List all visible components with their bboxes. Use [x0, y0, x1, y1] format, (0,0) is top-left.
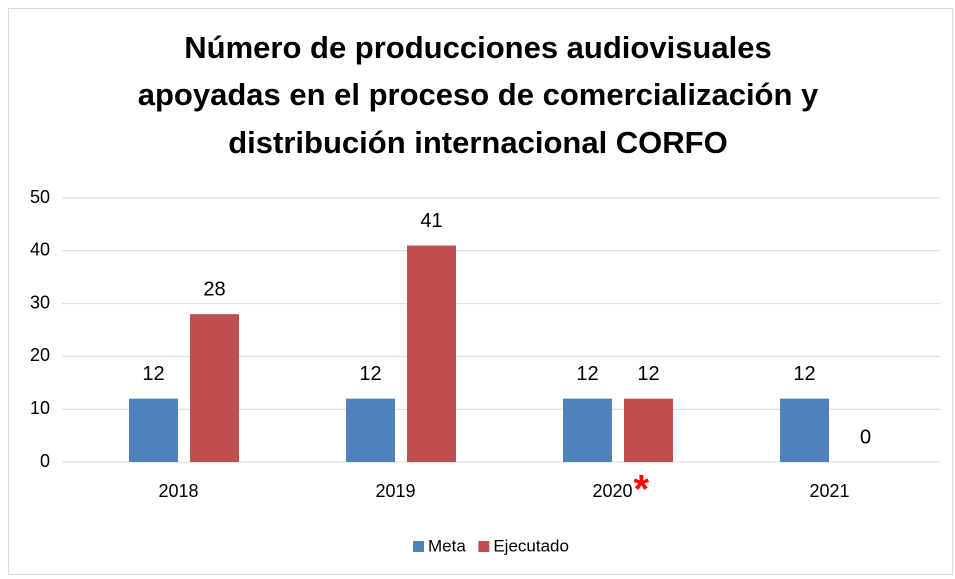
bar — [346, 398, 395, 462]
legend-swatch — [478, 541, 490, 552]
y-tick-label: 0 — [40, 451, 50, 471]
bar — [624, 398, 673, 462]
bar — [780, 398, 829, 462]
legend-label: Meta — [428, 536, 466, 555]
x-tick-label: 2021 — [809, 481, 849, 501]
chart-border — [8, 8, 953, 575]
x-tick-label: 2020 — [592, 481, 632, 501]
value-label: 12 — [576, 363, 598, 385]
y-tick-label: 50 — [30, 187, 50, 207]
y-tick-label: 30 — [30, 292, 50, 312]
legend-label: Ejecutado — [493, 536, 569, 555]
y-tick-label: 40 — [30, 240, 50, 260]
value-label: 0 — [860, 426, 871, 448]
annotation: * — [634, 468, 650, 512]
value-label: 12 — [142, 363, 164, 385]
y-tick-label: 20 — [30, 345, 50, 365]
legend-swatch — [413, 541, 424, 552]
bar — [407, 245, 456, 462]
bar — [129, 398, 178, 462]
x-tick-label: 2019 — [375, 481, 415, 501]
chart-title: distribución internacional CORFO — [228, 125, 727, 160]
chart-title: Número de producciones audiovisuales — [184, 30, 771, 65]
value-label: 12 — [359, 363, 381, 385]
y-tick-label: 10 — [30, 398, 50, 418]
value-label: 12 — [637, 363, 659, 385]
bar — [190, 314, 239, 462]
value-label: 28 — [203, 278, 225, 300]
chart-title: apoyadas en el proceso de comercializaci… — [138, 77, 819, 112]
x-tick-label: 2018 — [158, 481, 198, 501]
value-label: 41 — [420, 210, 442, 232]
bar — [563, 398, 612, 462]
value-label: 12 — [793, 363, 815, 385]
